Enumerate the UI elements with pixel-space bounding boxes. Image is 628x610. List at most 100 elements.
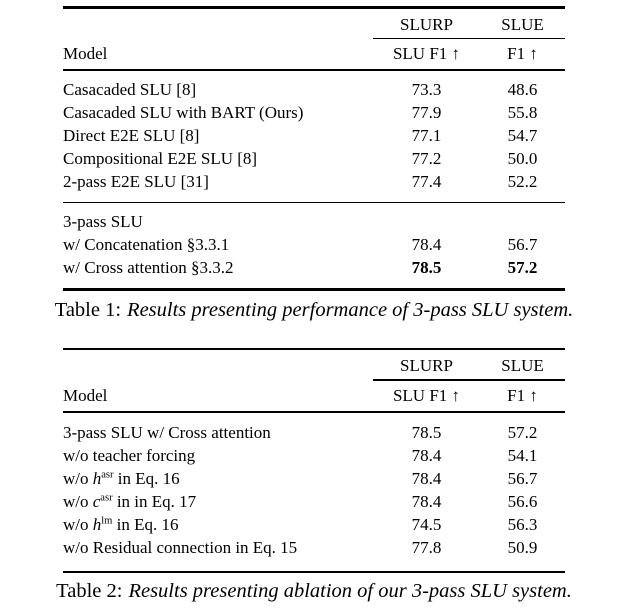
group-header-spacer [63,350,373,381]
slurp-value-cell: 74.5 [411,514,442,534]
model-text-segment: h [92,468,102,488]
slurp-value-cell: 78.5 [411,258,442,278]
model-cell: w/o hlm in Eq. 16 [63,513,373,536]
slue-value-cell: 54.1 [507,445,538,465]
baseline-models-section: Casacaded SLU [8] 73.3 48.6 Casacaded SLU w… [63,71,565,202]
model-cell: 3-pass SLU w/ Cross attention [63,422,271,442]
model-column-header: Model [63,385,108,405]
slurp-value-cell: 78.4 [411,235,442,255]
slue-value-cell: 56.6 [507,491,538,511]
slue-value-cell: 57.2 [507,422,538,442]
header-rule [63,68,565,71]
slurp-value-cell: 73.3 [411,79,442,99]
slurp-value-cell: 77.9 [411,102,442,122]
table-row: 3-pass SLU w/ Cross attention 78.5 57.2 [63,421,565,444]
slue-value-cell: 56.3 [507,514,538,534]
table-row: 3-pass SLU [63,210,565,233]
slue-value-cell: 56.7 [507,235,538,255]
slue-value-cell [480,210,565,233]
column-header-row: Model SLU F1 ↑ F1 ↑ [63,381,565,411]
table-top-rule [63,6,565,9]
model-cell: w/o teacher forcing [63,445,196,465]
column-group-rule [373,37,565,39]
table-row: w/o Residual connection in Eq. 15 77.8 50.… [63,536,565,559]
slurp-value-cell: 77.8 [411,537,442,557]
model-cell: Direct E2E SLU [8] [63,125,200,145]
table-row: Direct E2E SLU [8] 77.1 54.7 [63,124,565,147]
slue-value-cell: 52.2 [507,171,538,191]
group-header-slue: SLUE [501,356,544,376]
model-cell: Compositional E2E SLU [8] [63,148,258,168]
three-pass-slu-section: 3-pass SLU w/ Concatenation §3.3.1 78.4 56.… [63,203,565,288]
results-table-1: SLURP SLUE Model SLU F1 ↑ F1 ↑ Casacaded… [63,6,565,291]
slue-f1-column-header: F1 ↑ [507,385,538,405]
header-rule [63,410,565,413]
slue-value-cell: 56.7 [507,468,538,488]
group-header-row: SLURP SLUE [63,9,565,38]
table-row: w/ Cross attention §3.3.2 78.5 57.2 [63,256,565,279]
slue-value-cell: 50.9 [507,537,538,557]
column-group-rule-row [63,379,565,381]
slurp-f1-column-header: SLU F1 ↑ [392,43,461,63]
table-row: w/o hlm in Eq. 16 74.5 56.3 [63,513,565,536]
table-1-caption-label: Table 1: [54,298,122,321]
model-cell: w/o casr in in Eq. 17 [63,490,373,513]
model-cell: Casacaded SLU with BART (Ours) [63,102,304,122]
group-header-slurp: SLURP [400,356,453,376]
table-bottom-rule [63,570,565,574]
table-2-caption-text: Results presenting ablation of our 3-pas… [128,580,572,603]
slue-value-cell: 48.6 [507,79,538,99]
slue-value-cell: 55.8 [507,102,538,122]
table-row: Compositional E2E SLU [8] 77.2 50.0 [63,147,565,170]
slue-f1-column-header: F1 ↑ [507,43,538,63]
model-cell: w/ Concatenation §3.3.1 [63,235,230,255]
ablation-table-2: SLURP SLUE Model SLU F1 ↑ F1 ↑ 3-pass SL… [63,347,565,574]
model-text-segment: w/o [63,514,93,534]
table-1-caption-text: Results presenting performance of 3-pass… [127,298,574,321]
slurp-value-cell: 77.2 [411,148,442,168]
ablation-rows-section: 3-pass SLU w/ Cross attention 78.5 57.2 w/o… [63,413,565,571]
model-text-segment: c [92,491,101,511]
slurp-value-cell: 78.4 [411,491,442,511]
model-column-header: Model [63,43,108,63]
table-2-caption: Table 2: Results presenting ablation of o… [0,580,628,603]
model-cell: 2-pass E2E SLU [31] [63,171,209,191]
model-cell: w/ Cross attention §3.3.2 [63,258,234,278]
column-header-row: Model SLU F1 ↑ F1 ↑ [63,39,565,69]
model-text-segment: h [92,514,102,534]
slurp-value-cell: 78.5 [411,422,442,442]
column-group-rule-row [63,37,565,39]
model-text-segment: w/o [63,491,93,511]
table-row: w/o hasr in Eq. 16 78.4 56.7 [63,467,565,490]
table-row: w/ Concatenation §3.3.1 78.4 56.7 [63,233,565,256]
slue-value-cell: 57.2 [507,258,538,278]
slurp-f1-column-header: SLU F1 ↑ [392,385,461,405]
model-text-segment: in Eq. 16 [112,514,179,534]
slue-value-cell: 54.7 [507,125,538,145]
superscript-text: asr [100,491,113,503]
table-bottom-rule [63,288,565,291]
superscript-text: asr [101,468,114,480]
group-header-row: SLURP SLUE [63,350,565,379]
table-row: w/o teacher forcing 78.4 54.1 [63,444,565,467]
model-cell: 3-pass SLU [63,212,143,232]
model-text-segment: w/o [63,468,93,488]
model-cell: w/o hasr in Eq. 16 [63,467,373,490]
group-header-slue: SLUE [501,14,544,34]
slurp-value-cell: 77.1 [411,125,442,145]
table-1-caption: Table 1: Results presenting performance o… [0,299,628,322]
section-divider-rule [63,201,565,204]
slurp-value-cell [373,210,480,233]
table-row: w/o casr in in Eq. 17 78.4 56.6 [63,490,565,513]
superscript-text: lm [101,514,113,526]
model-cell: w/o Residual connection in Eq. 15 [63,537,298,557]
model-text-segment: in Eq. 16 [113,468,180,488]
column-group-rule [373,379,565,381]
slurp-value-cell: 77.4 [411,171,442,191]
group-header-spacer [63,9,373,40]
slurp-value-cell: 78.4 [411,445,442,465]
table-row: 2-pass E2E SLU [31] 77.4 52.2 [63,170,565,193]
model-cell: Casacaded SLU [8] [63,79,197,99]
table-top-rule [63,347,565,351]
table-2-caption-label: Table 2: [56,580,123,603]
